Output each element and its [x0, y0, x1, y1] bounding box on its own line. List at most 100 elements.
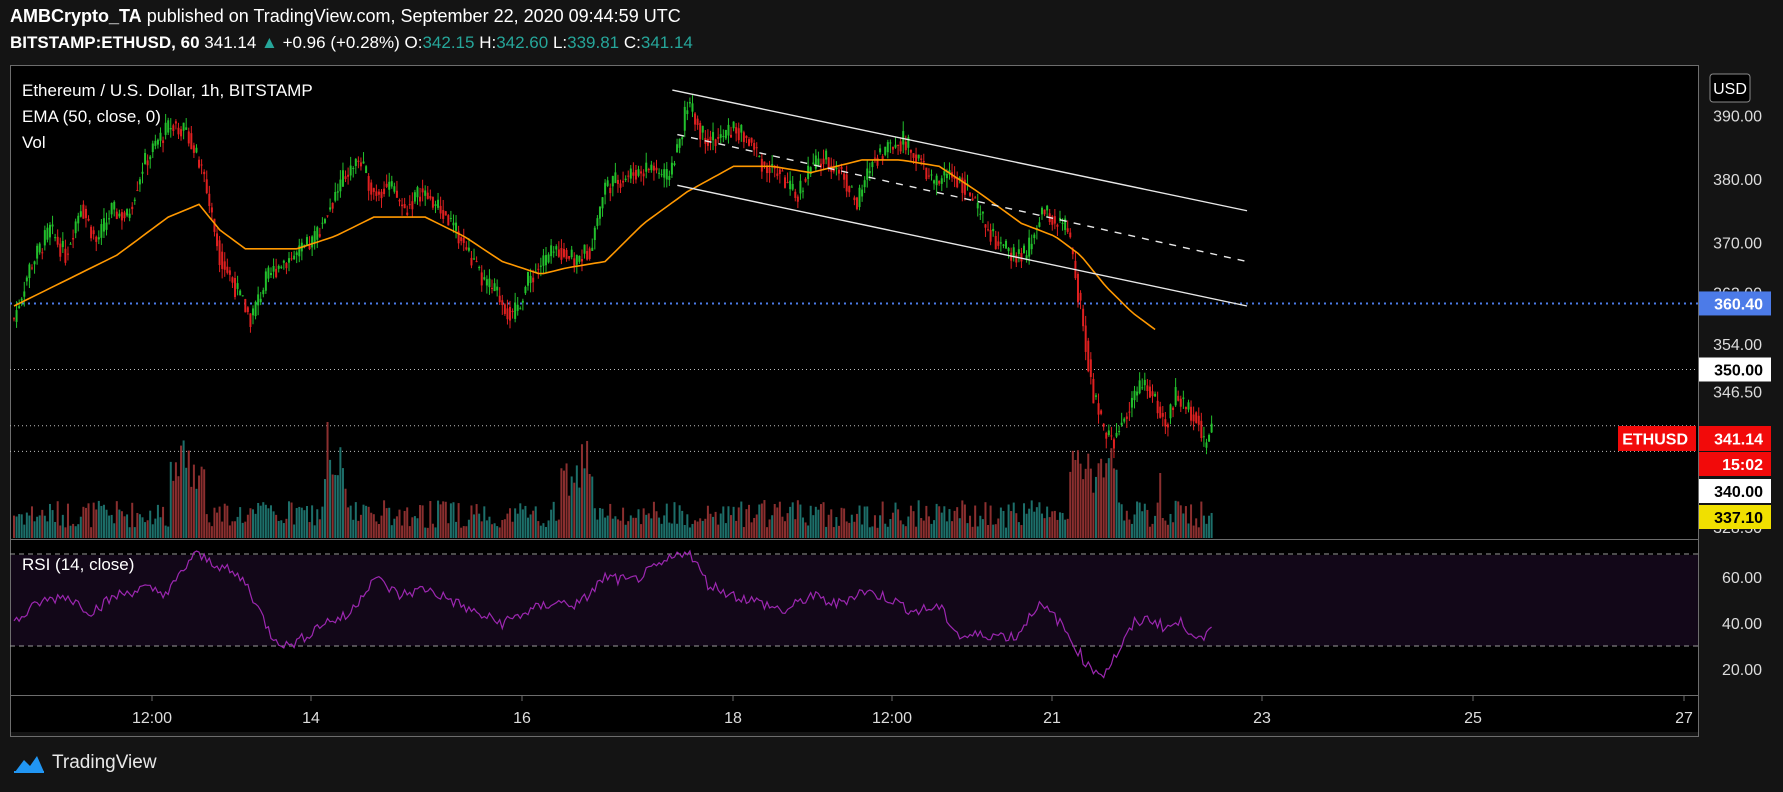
volume-bar [401, 525, 404, 538]
candle [804, 178, 807, 182]
volume-bar [1172, 522, 1175, 538]
candle [66, 253, 69, 255]
volume-bar [218, 506, 221, 538]
candle [717, 137, 720, 139]
volume-bar [1048, 517, 1051, 538]
volume-bar [840, 507, 843, 538]
volume-bar [529, 514, 532, 538]
volume-bar [514, 508, 517, 538]
volume-bar [1159, 473, 1162, 538]
candle [478, 266, 481, 269]
volume-bar [583, 468, 586, 538]
volume-bar [226, 505, 229, 538]
candle [1046, 205, 1049, 211]
volume-bar [645, 514, 648, 538]
close-value: 341.14 [640, 33, 693, 52]
volume-bar [48, 503, 51, 538]
volume-bar [527, 517, 529, 538]
candle [90, 226, 93, 239]
price-badge-bg [1699, 426, 1771, 451]
volume-bar [611, 518, 614, 538]
candle [812, 162, 815, 164]
volume-bar [601, 508, 604, 538]
level-350-badge-bg [1699, 357, 1771, 382]
volume-bar [544, 526, 547, 538]
candle [1002, 244, 1005, 246]
author[interactable]: AMBCrypto_TA [10, 6, 142, 26]
volume-bar [814, 506, 817, 538]
volume-bar [832, 527, 835, 538]
volume-bar [1071, 450, 1074, 538]
candle [837, 169, 840, 174]
candle [131, 206, 134, 210]
candle [208, 193, 211, 207]
candle [663, 169, 666, 178]
candle [987, 229, 990, 231]
candle [1143, 379, 1146, 386]
volume-bar [28, 515, 31, 538]
candle [665, 169, 668, 180]
chart-title: Ethereum / U.S. Dollar, 1h, BITSTAMP [22, 81, 313, 100]
candle [1141, 387, 1144, 389]
volume-bar [177, 476, 180, 538]
candle [822, 158, 825, 165]
volume-bar [760, 503, 763, 538]
volume-bar [786, 513, 789, 538]
volume-bar [519, 503, 522, 538]
volume-bar [1035, 507, 1038, 538]
volume-bar [606, 515, 609, 538]
volume-bar [933, 520, 936, 538]
volume-bar [349, 505, 352, 538]
volume-bar [1184, 506, 1187, 538]
candle [763, 161, 766, 165]
candle [673, 163, 676, 166]
candle [1172, 407, 1175, 410]
volume-bar [961, 500, 964, 538]
candle [771, 164, 774, 166]
volume-bar [421, 505, 424, 538]
volume-bar [298, 506, 301, 538]
volume-bar [151, 524, 154, 538]
volume-bar [776, 507, 779, 538]
candle [488, 278, 491, 288]
volume-bar [1110, 448, 1113, 538]
candle [1192, 414, 1195, 422]
volume-bar [886, 526, 889, 538]
candle [850, 186, 853, 188]
volume-bar [1166, 524, 1169, 538]
volume-bar [578, 487, 581, 538]
volume-bar [1105, 463, 1108, 538]
candle [637, 169, 640, 176]
tradingview-logo[interactable]: TradingView [12, 752, 157, 774]
volume-bar [1069, 471, 1072, 538]
candle [421, 188, 424, 193]
candle [866, 168, 869, 180]
candle [264, 271, 267, 291]
candle [59, 243, 62, 257]
candle [470, 257, 473, 266]
volume-bar [282, 523, 285, 538]
volume-bar [413, 516, 416, 538]
currency-button[interactable] [1709, 73, 1751, 103]
candle [650, 164, 653, 171]
candle [375, 191, 378, 196]
volume-bar [1190, 504, 1193, 538]
volume-bar [498, 527, 501, 538]
candle [730, 134, 733, 138]
candle [164, 122, 167, 135]
volume-bar [162, 506, 165, 538]
candle [855, 197, 858, 210]
volume-bar [467, 519, 470, 538]
candle [917, 154, 920, 159]
volume-bar [79, 516, 82, 538]
candle [69, 243, 72, 245]
candle [814, 155, 817, 169]
candle [401, 204, 404, 207]
candle [796, 196, 799, 202]
candle [624, 178, 627, 181]
candle [904, 141, 907, 151]
candle [213, 218, 216, 232]
volume-bar [868, 527, 871, 538]
candle [105, 222, 108, 230]
